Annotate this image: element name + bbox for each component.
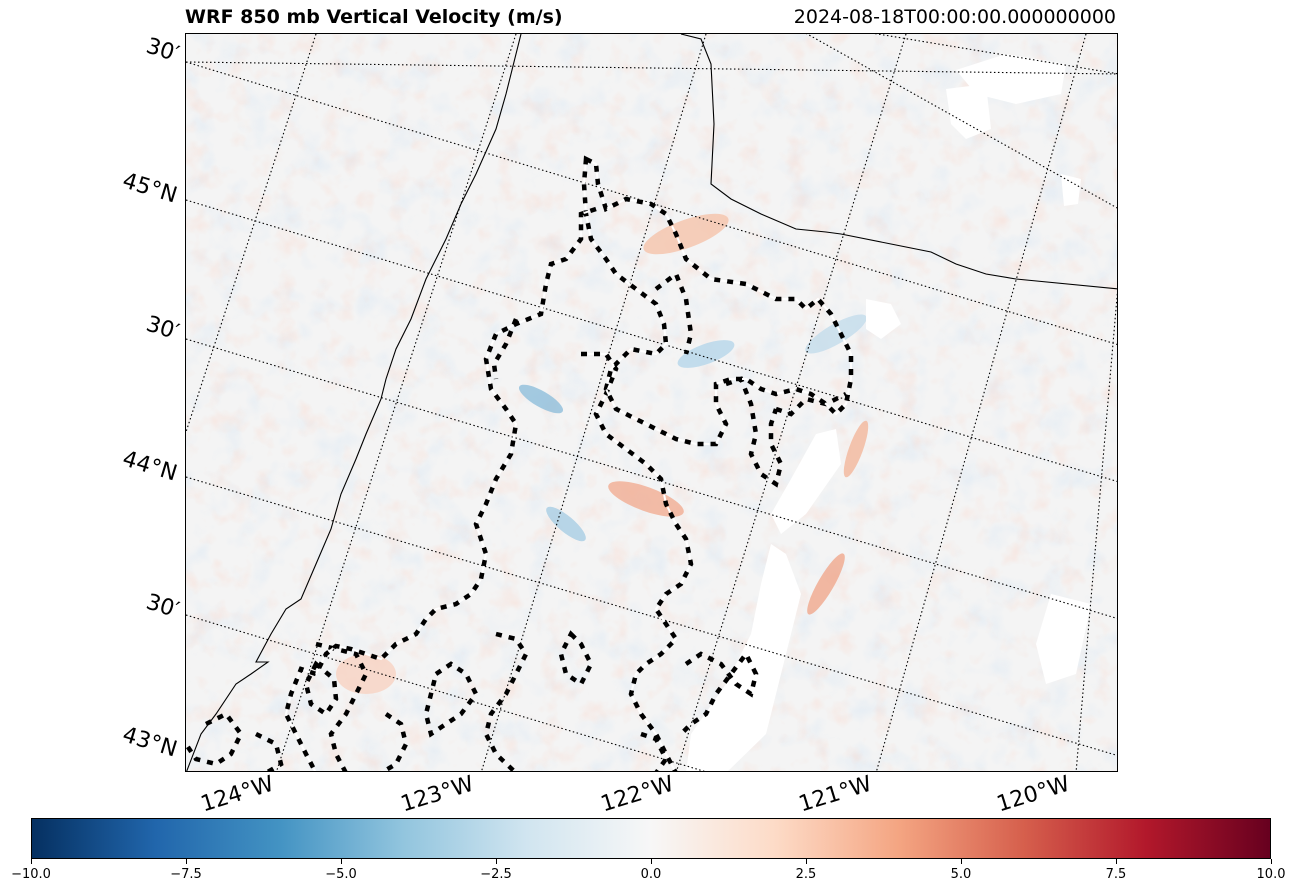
colorbar-tick	[186, 859, 187, 864]
colorbar-tick-label: −10.0	[11, 867, 51, 882]
missing-data-region	[1036, 594, 1091, 684]
contour-line	[581, 351, 694, 771]
contour-line	[558, 630, 594, 688]
contour-line	[423, 661, 479, 738]
colorbar-tick	[651, 859, 652, 864]
parallel-line	[186, 199, 1117, 482]
map-title: WRF 850 mb Vertical Velocity (m/s)	[185, 6, 563, 28]
lon-label: 121°W	[795, 771, 875, 818]
lon-label: 124°W	[197, 771, 277, 818]
colorbar-tick	[806, 859, 807, 864]
downdraft-cell	[518, 384, 564, 414]
map-timestamp: 2024-08-18T00:00:00.000000000	[793, 6, 1116, 28]
contour-line-highlight	[284, 208, 597, 771]
missing-data-region	[946, 84, 991, 139]
colorbar-tick-label: −5.0	[325, 867, 357, 882]
lat-label: 30′	[143, 589, 182, 624]
contour-line	[581, 155, 854, 447]
missing-data-region	[771, 429, 841, 534]
meridian-line	[1075, 290, 1117, 771]
parallel-line	[874, 34, 1117, 75]
updraft-cell	[336, 654, 396, 694]
meridian-line	[481, 34, 707, 771]
colorbar-tick-label: 10.0	[1256, 867, 1286, 882]
map-plot-area[interactable]	[185, 33, 1118, 772]
colorbar-tick	[1116, 859, 1117, 864]
colorbar-tick-label: −7.5	[170, 867, 202, 882]
meridian-line	[676, 34, 907, 771]
lon-label: 123°W	[397, 771, 477, 818]
parallel-line	[186, 61, 1117, 345]
contour-outlines	[186, 155, 854, 771]
updraft-cell	[643, 213, 729, 255]
boundaries	[186, 34, 1117, 771]
colorbar-tick-label: −2.5	[480, 867, 512, 882]
lat-label: 30′	[143, 311, 182, 346]
lon-label: 122°W	[597, 771, 677, 818]
lon-label: 120°W	[993, 771, 1073, 818]
colorbar-tick	[1271, 859, 1272, 864]
downdraft-cell	[677, 340, 735, 368]
colorbar-tick	[496, 859, 497, 864]
state-boundary	[680, 34, 1117, 290]
missing-data-region	[1061, 174, 1081, 206]
downdraft-cell	[805, 314, 867, 354]
contour-line	[654, 270, 694, 355]
colorbar-tick-label: 5.0	[950, 867, 972, 882]
contour-line	[283, 206, 597, 771]
contour-line	[640, 731, 669, 771]
map-canvas	[186, 34, 1117, 771]
coastline	[186, 34, 522, 771]
updraft-cell	[843, 420, 869, 478]
colorbar-tick	[961, 859, 962, 864]
contour-line	[379, 712, 409, 771]
colorbar	[31, 818, 1271, 859]
lat-label: 43°N	[119, 722, 180, 763]
updraft-cell	[608, 481, 684, 517]
meridian-line	[276, 34, 517, 771]
parallel-line	[186, 614, 706, 771]
meridian-line	[875, 34, 1087, 771]
contour-line	[491, 318, 519, 380]
lat-label: 44°N	[119, 446, 180, 487]
contour-line	[315, 641, 369, 771]
missing-data-region	[866, 299, 901, 339]
field-texture-positive	[186, 34, 1117, 771]
contour-line	[725, 376, 784, 488]
colorbar-tick	[341, 859, 342, 864]
contour-line	[775, 391, 848, 417]
colorbar-tick-label: 2.5	[795, 867, 817, 882]
lat-label: 45°N	[119, 168, 180, 209]
meridian-line	[186, 34, 317, 433]
colorbar-tick-label: 0.0	[640, 867, 662, 882]
downdraft-cell	[546, 506, 586, 542]
contour-line	[483, 631, 529, 771]
colorbar-tick-label: 7.5	[1105, 867, 1127, 882]
colorbar-tick	[31, 859, 32, 864]
graticule-lines	[186, 34, 1117, 771]
lat-label: 30′	[143, 33, 182, 68]
contour-line-highlight	[582, 157, 852, 445]
updraft-cell	[807, 553, 845, 615]
velocity-features	[336, 213, 869, 694]
contour-line	[186, 711, 244, 767]
